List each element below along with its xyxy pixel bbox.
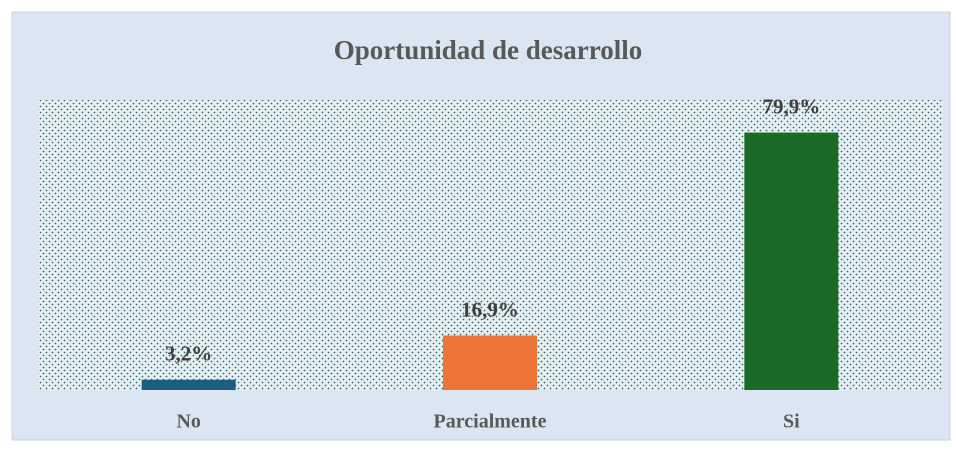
bar [141, 379, 236, 390]
data-label: 3,2% [165, 342, 212, 366]
x-tick-label: Si [783, 411, 800, 433]
data-label: 79,9% [762, 94, 820, 118]
chart-title: Oportunidad de desarrollo [334, 35, 643, 65]
x-tick-label: No [176, 411, 200, 433]
x-tick-label: Parcialmente [434, 411, 547, 433]
bar [744, 132, 839, 391]
bar [443, 335, 537, 390]
data-label: 16,9% [461, 297, 519, 321]
